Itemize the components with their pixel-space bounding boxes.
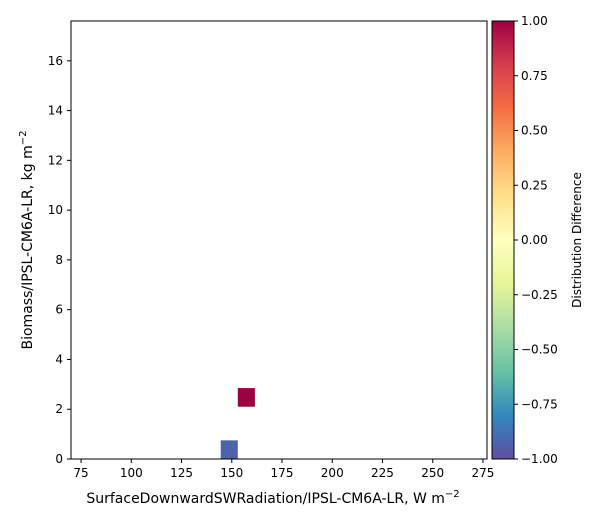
y-tick-label: 4	[55, 352, 63, 366]
y-tick-label: 0	[55, 452, 63, 466]
x-axis: 75 100 125 150 175 200 225 250 275	[73, 459, 494, 480]
x-tick-label: 75	[73, 466, 88, 480]
y-tick-label: 8	[55, 253, 63, 267]
colorbar-gradient	[491, 20, 515, 460]
y-tick-label: 14	[48, 104, 63, 118]
colorbar-tick-label: −1.00	[521, 452, 558, 466]
colorbar-tick-label: 0.50	[521, 124, 548, 138]
colorbar: 1.00 0.75 0.50 0.25 0.00 −0.25 −0.50 −0.75 −1.00…	[491, 14, 584, 466]
y-tick-label: 16	[48, 54, 63, 68]
colorbar-ticks: 1.00 0.75 0.50 0.25 0.00 −0.25 −0.50 −0.75 −1.00	[514, 14, 558, 466]
x-tick-label: 200	[321, 466, 344, 480]
plot-frame	[70, 20, 488, 460]
heatmap-cell	[237, 388, 255, 407]
y-tick-label: 6	[55, 303, 63, 317]
y-tick-label: 2	[55, 402, 63, 416]
y-axis-label: Biomass/IPSL-CM6A-LR, kg m−2	[18, 131, 36, 350]
x-tick-label: 125	[170, 466, 193, 480]
x-tick-label: 275	[472, 466, 495, 480]
colorbar-tick-label: 0.00	[521, 233, 548, 247]
plot-background	[71, 21, 487, 459]
colorbar-tick-label: 0.75	[521, 69, 548, 83]
x-tick-label: 225	[371, 466, 394, 480]
heatmap-cell	[220, 440, 238, 459]
x-tick-label: 175	[271, 466, 294, 480]
colorbar-tick-label: −0.75	[521, 397, 558, 411]
colorbar-tick-label: 1.00	[521, 14, 548, 28]
colorbar-tick-label: −0.50	[521, 343, 558, 357]
plot-area	[71, 21, 487, 459]
y-axis: 0 2 4 6 8 10 12 14 16	[48, 54, 71, 466]
colorbar-label: Distribution Difference	[570, 172, 584, 308]
colorbar-tick-label: −0.25	[521, 288, 558, 302]
colorbar-tick-label: 0.25	[521, 178, 548, 192]
x-tick-label: 250	[421, 466, 444, 480]
y-tick-label: 12	[48, 153, 63, 167]
x-axis-label: SurfaceDownwardSWRadiation/IPSL-CM6A-LR,…	[86, 489, 459, 507]
x-tick-label: 150	[220, 466, 243, 480]
x-tick-label: 100	[120, 466, 143, 480]
heatmap-cells	[220, 388, 255, 459]
y-tick-label: 10	[48, 203, 63, 217]
